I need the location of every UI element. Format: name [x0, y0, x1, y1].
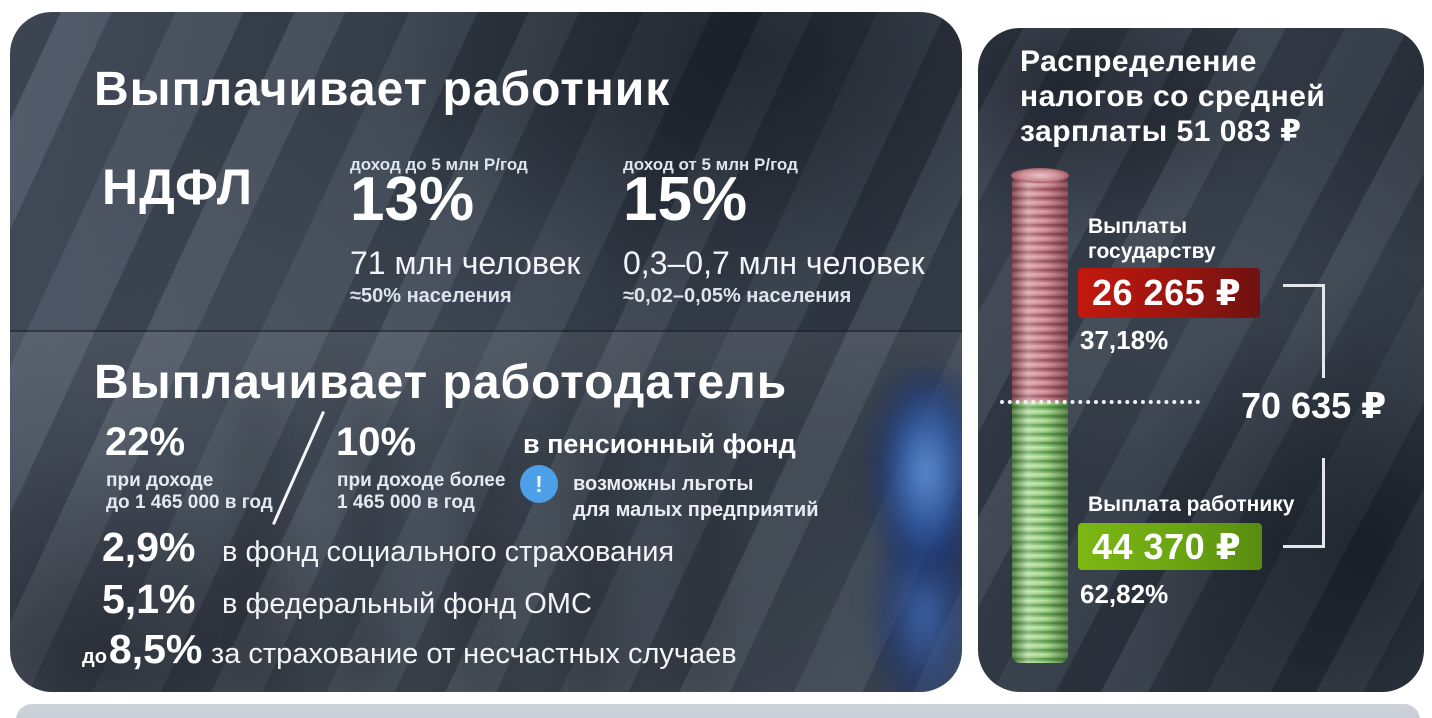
blue-smoke-image	[852, 370, 962, 692]
tax-row-oms: 5,1% в федеральный фонд ОМС	[100, 576, 592, 623]
distribution-title-line3: зарплаты 51 083 ₽	[1020, 115, 1302, 148]
pension-rate-high-note: при доходе более 1 465 000 в год	[337, 470, 505, 514]
tax-row-social: 2,9% в фонд социального страхования	[100, 524, 674, 571]
bracket-13-condition: доход до 5 млн Р/год	[350, 155, 528, 174]
pension-rate-high: 10%	[336, 420, 417, 464]
total-salary-amount: 70 635 ₽	[1241, 385, 1387, 426]
bracket-15-share: ≈0,02–0,05% населения	[623, 285, 852, 307]
pension-rate-low-note-line1: при доходе	[106, 470, 214, 491]
tax-row-oms-rate: 5,1%	[102, 576, 196, 622]
tax-row-oms-label: в федеральный фонд ОМС	[222, 588, 592, 620]
employee-employer-panel: Выплачивает работник НДФЛ доход до 5 млн…	[10, 12, 962, 692]
tax-row-accident-label: за страхование от несчастных случаев	[210, 638, 737, 670]
employer-section-background	[10, 330, 962, 692]
employer-section-title: Выплачивает работодатель	[94, 356, 788, 409]
tax-row-accident-prefix: до	[82, 646, 107, 668]
bracket-line-vertical-upper	[1322, 284, 1325, 378]
pension-rate-low: 22%	[105, 420, 186, 464]
government-amount: 26 265 ₽	[1092, 272, 1242, 313]
distribution-title-line1: Распределение	[1020, 45, 1257, 78]
employee-percent: 62,82%	[1080, 579, 1169, 609]
bracket-13-rate: 13%	[350, 165, 475, 234]
bracket-line-bottom	[1283, 545, 1325, 548]
tax-row-accident: до 8,5% за страхование от несчастных слу…	[82, 626, 737, 673]
coin-stack-chart	[1011, 168, 1069, 663]
government-payments-label: Выплаты государству	[1088, 214, 1216, 264]
government-payments-label-line2: государству	[1088, 240, 1216, 263]
benefit-note: возможны льготы для малых предприятий	[573, 471, 819, 523]
building-photo-background	[230, 392, 750, 692]
government-payments-label-line1: Выплаты	[1088, 215, 1188, 238]
bracket-15-people: 0,3–0,7 млн человек	[623, 245, 925, 281]
tax-row-accident-rate: 8,5%	[108, 626, 203, 672]
government-percent: 37,18%	[1080, 325, 1169, 355]
employee-section-title: Выплачивает работник	[94, 63, 671, 116]
exclamation-glyph: !	[535, 470, 543, 497]
pension-rate-high-note-line2: 1 465 000 в год	[337, 492, 475, 513]
stack-split-dotted-line	[1000, 400, 1200, 404]
benefit-note-line2: для малых предприятий	[573, 499, 819, 521]
employee-payment-label: Выплата работнику	[1088, 493, 1295, 516]
tax-distribution-panel: Распределение налогов со средней зарплат…	[978, 28, 1424, 692]
pension-rate-high-note-line1: при доходе более	[337, 470, 506, 491]
bracket-13-share: ≈50% населения	[350, 285, 512, 307]
distribution-title: Распределение налогов со средней зарплат…	[1020, 44, 1325, 149]
pension-destination-label: в пенсионный фонд	[523, 429, 796, 459]
coin-stack-top-cap	[1011, 168, 1069, 183]
tax-name-ndfl: НДФЛ	[102, 159, 253, 215]
bracket-line-vertical-lower	[1322, 458, 1325, 548]
distribution-title-line2: налогов со средней	[1020, 80, 1326, 113]
pension-rate-low-note: при доходе до 1 465 000 в год	[106, 470, 273, 514]
tax-row-social-label: в фонд социального страхования	[222, 536, 675, 568]
government-amount-badge: 26 265 ₽	[1078, 268, 1260, 318]
coin-stack-government-segment	[1012, 175, 1068, 402]
coin-stack-employee-segment	[1012, 402, 1068, 663]
bracket-13-people: 71 млн человек	[350, 245, 581, 281]
employee-amount-badge: 44 370 ₽	[1078, 523, 1262, 570]
pension-rate-low-note-line2: до 1 465 000 в год	[106, 492, 273, 513]
next-slide-edge	[16, 704, 1420, 718]
benefit-note-line1: возможны льготы	[573, 473, 754, 495]
exclamation-info-icon: !	[520, 465, 558, 503]
bracket-15-rate: 15%	[623, 165, 748, 234]
bracket-15-condition: доход от 5 млн Р/год	[623, 155, 798, 174]
bracket-line-top	[1283, 284, 1325, 287]
tax-row-social-rate: 2,9%	[102, 524, 196, 570]
employee-amount: 44 370 ₽	[1092, 525, 1242, 567]
